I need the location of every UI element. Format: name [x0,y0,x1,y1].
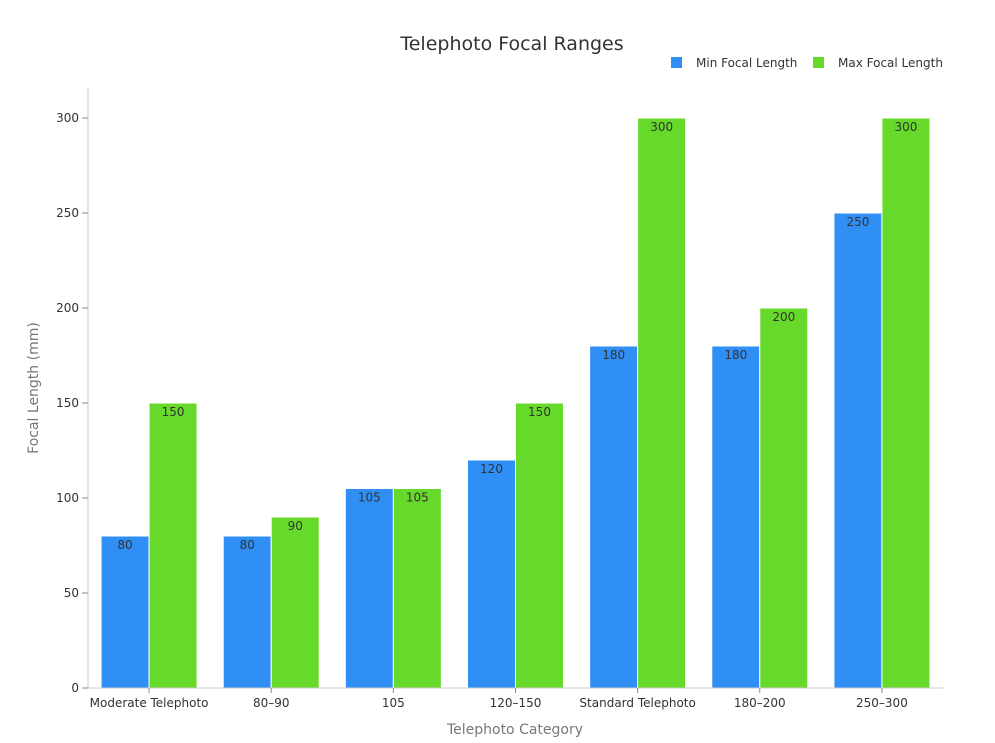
y-tick-label: 0 [71,681,79,695]
bar-max [148,402,198,689]
x-tick-label: 120–150 [490,696,542,710]
y-tick-label: 100 [56,491,79,505]
bar-min [222,535,272,689]
bar-data-label: 300 [650,120,673,134]
y-tick-label: 300 [56,111,79,125]
bar-labels-group: 80 150 80 90 105 105 120 150 180 300 180 200 250 300 [117,120,917,552]
bar-max [759,307,809,689]
bar-min [344,488,394,689]
bar-min [100,535,150,689]
legend-label-min: Min Focal Length [696,56,797,70]
legend-label-max: Max Focal Length [838,56,943,70]
legend: Min Focal Length Max Focal Length [671,56,943,70]
bar-max [270,516,320,689]
bar-data-label: 80 [117,538,132,552]
bar-data-label: 180 [724,348,747,362]
bar-data-label: 180 [602,348,625,362]
x-tick-label: 105 [382,696,405,710]
y-tick-label: 250 [56,206,79,220]
bar-data-label: 120 [480,462,503,476]
bar-max [881,117,931,689]
bar-data-label: 200 [772,310,795,324]
bar-data-label: 105 [406,491,429,505]
y-axis-title: Focal Length (mm) [26,322,42,454]
x-axis-ticks: Moderate Telephoto 80–90 105 120–150 Standar… [90,688,908,710]
bar-data-label: 150 [162,405,185,419]
bar-min [589,345,639,689]
bar-min [833,212,883,689]
chart-title: Telephoto Focal Ranges [399,33,623,55]
bar-data-label: 250 [846,215,869,229]
bar-max [392,488,442,689]
bar-data-label: 300 [894,120,917,134]
y-tick-label: 200 [56,301,79,315]
x-tick-label: 250–300 [856,696,908,710]
legend-swatch-min [671,57,682,68]
x-tick-label: Moderate Telephoto [90,696,209,710]
bar-max [515,402,564,689]
bar-min [711,345,761,689]
legend-swatch-max [813,57,824,68]
bars-group [100,117,931,689]
y-tick-label: 150 [56,396,79,410]
x-tick-label: Standard Telephoto [579,696,695,710]
y-axis-ticks: 0 50 100 150 200 250 300 [56,111,88,695]
bar-data-label: 105 [358,491,381,505]
y-tick-label: 50 [64,586,79,600]
x-tick-label: 180–200 [734,696,786,710]
x-tick-label: 80–90 [253,696,290,710]
bar-max [637,117,687,689]
bar-min [467,459,516,689]
bar-data-label: 80 [240,538,255,552]
x-axis-title: Telephoto Category [446,722,583,738]
bar-data-label: 150 [528,405,551,419]
bar-data-label: 90 [288,519,303,533]
